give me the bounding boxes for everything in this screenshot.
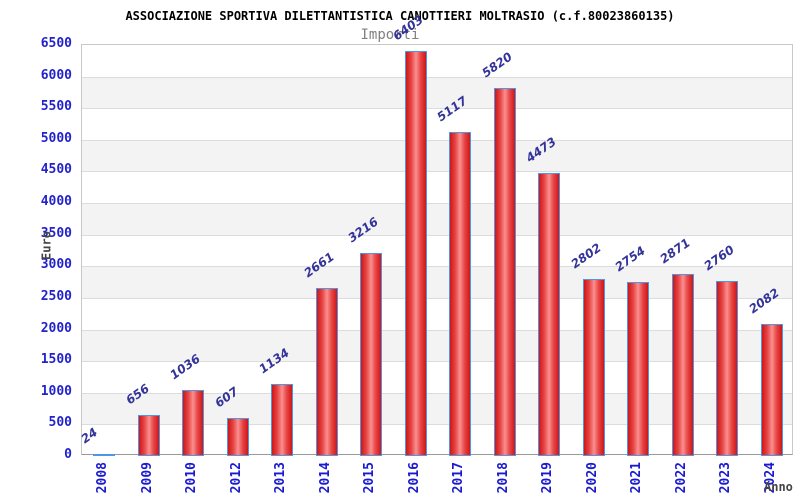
x-tick-label: 2018: [495, 462, 511, 494]
y-tick-label: 3000: [40, 257, 72, 273]
plot-area: [81, 44, 793, 456]
bar-2024: [760, 324, 783, 456]
y-tick-label: 4500: [40, 162, 72, 178]
gridline: [82, 392, 792, 394]
y-tick-label: 2000: [40, 320, 72, 336]
plot-band: [82, 45, 792, 77]
x-tick-label: 2008: [95, 462, 111, 494]
plot-band: [82, 203, 792, 235]
bar-2021: [627, 281, 650, 456]
bar-2010: [182, 390, 205, 456]
y-tick-label: 4000: [40, 194, 72, 210]
bar-2015: [360, 252, 383, 456]
gridline: [82, 139, 792, 141]
x-tick-label: 2014: [317, 462, 333, 494]
gridline: [82, 234, 792, 236]
plot-band: [82, 139, 792, 172]
x-tick-label: 2022: [673, 462, 689, 494]
gridline: [82, 361, 792, 363]
gridline: [82, 297, 792, 299]
x-tick-label: 2015: [362, 462, 378, 494]
y-tick-label: 5000: [40, 130, 72, 146]
x-axis-title: Anno: [764, 480, 793, 494]
gridline: [82, 76, 792, 78]
y-tick-label: 3500: [40, 225, 72, 241]
y-tick-label: 2500: [40, 288, 72, 304]
y-tick-label: 6000: [40, 67, 72, 83]
bar-2018: [493, 87, 516, 456]
x-tick-label: 2016: [406, 462, 422, 494]
x-tick-label: 2012: [228, 462, 244, 494]
bar-2022: [671, 274, 694, 456]
y-tick-label: 500: [48, 415, 72, 431]
x-tick-label: 2009: [139, 462, 155, 494]
bar-2020: [582, 278, 605, 456]
bar-2016: [404, 51, 427, 456]
bar-2009: [137, 414, 160, 456]
gridline: [82, 424, 792, 426]
x-tick-label: 2017: [451, 462, 467, 494]
gridline: [82, 171, 792, 173]
bar-2019: [538, 173, 561, 456]
bar-2013: [271, 384, 294, 456]
bar-2014: [315, 287, 338, 456]
gridline: [82, 329, 792, 331]
x-tick-label: 2010: [184, 462, 200, 494]
y-tick-label: 6500: [40, 36, 72, 51]
x-tick-label: 2020: [584, 462, 600, 494]
chart-subtitle: Importi: [360, 27, 420, 43]
bar-2023: [716, 281, 739, 456]
plot-band: [82, 76, 792, 109]
bar-2008: [93, 454, 116, 456]
gridline: [82, 108, 792, 110]
x-tick-label: 2013: [273, 462, 289, 494]
y-tick-label: 1500: [40, 352, 72, 368]
x-tick-label: 2021: [629, 462, 645, 494]
y-axis-title: Euro: [39, 231, 54, 260]
x-tick-label: 2019: [540, 462, 556, 494]
plot-band: [82, 171, 792, 203]
y-tick-label: 1000: [40, 383, 72, 399]
chart-title: ASSOCIAZIONE SPORTIVA DILETTANTISTICA CA…: [125, 9, 675, 23]
bar-2017: [449, 132, 472, 456]
y-tick-label: 5500: [40, 99, 72, 115]
gridline: [82, 266, 792, 268]
y-tick-label: 0: [64, 447, 72, 462]
gridline: [82, 203, 792, 205]
x-tick-label: 2023: [718, 462, 734, 494]
bar-2012: [226, 417, 249, 456]
